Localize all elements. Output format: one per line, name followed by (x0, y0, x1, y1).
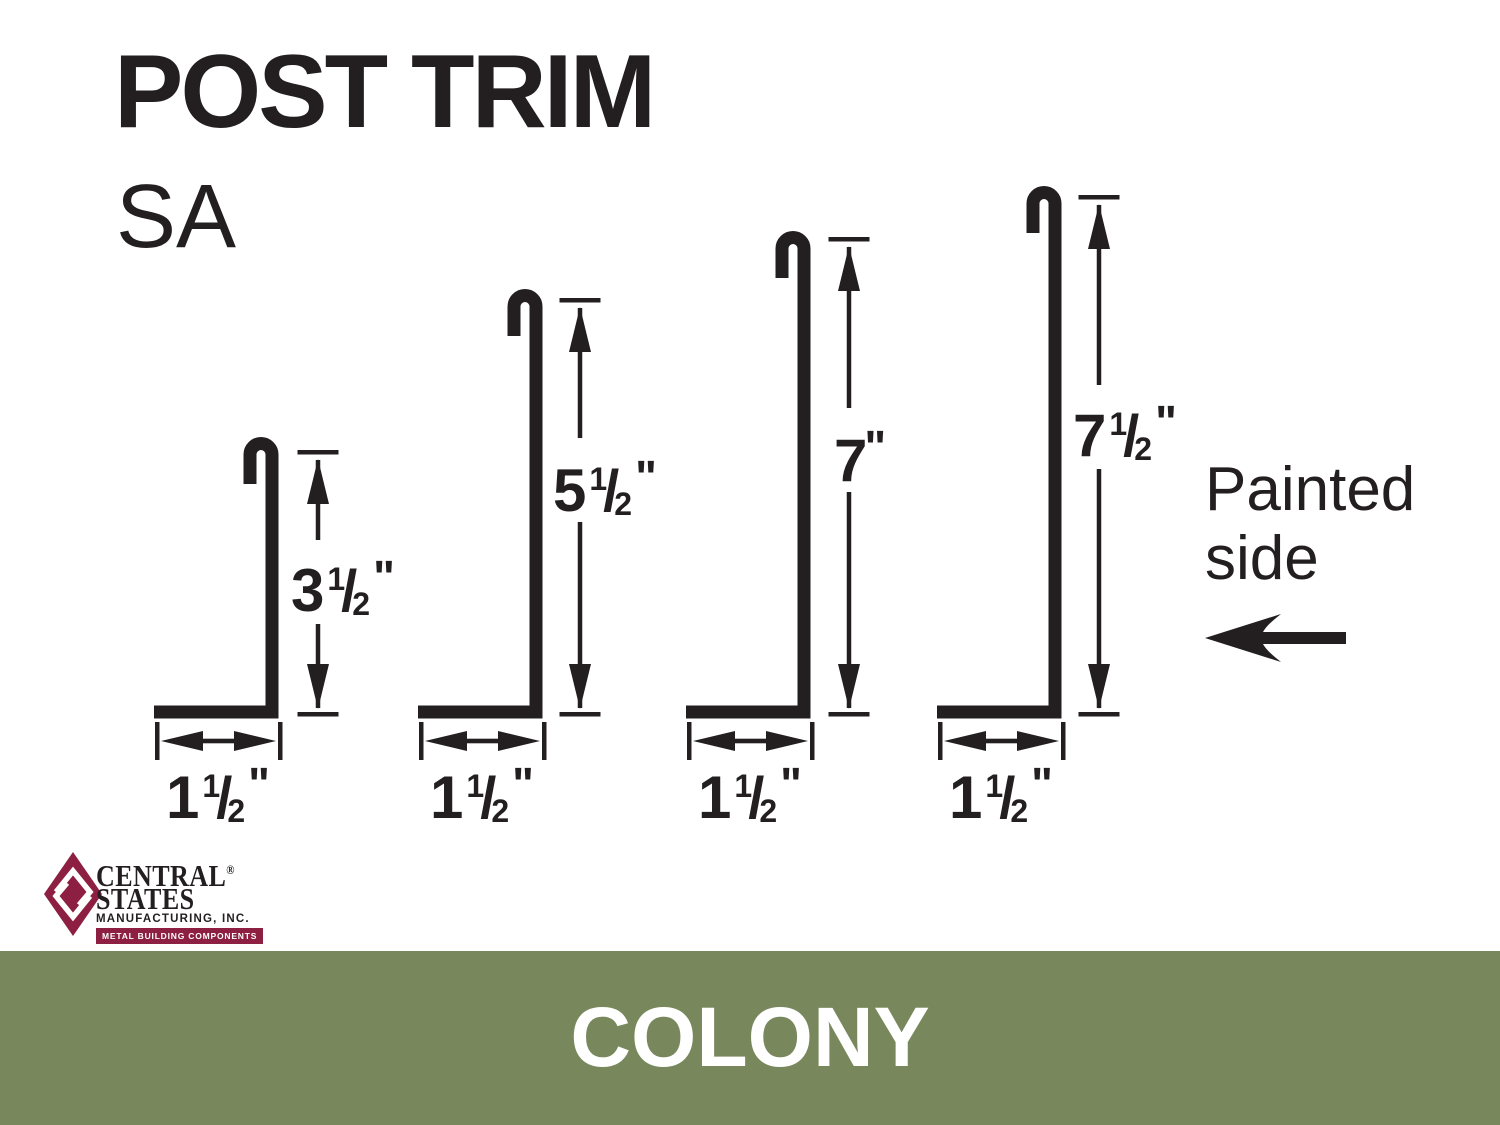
painted-side-line2: side (1205, 524, 1319, 594)
trim-diagram (154, 186, 1120, 760)
height-dimension (828, 237, 870, 717)
page-title: POST TRIM (114, 34, 656, 150)
width-dimension-label: 11/2" (430, 758, 534, 831)
height-dimension (559, 298, 601, 717)
arrow-right-icon (1017, 731, 1059, 751)
width-dimension (938, 722, 1066, 760)
registered-mark: ® (226, 862, 235, 877)
arrow-right-icon (234, 731, 276, 751)
height-dimension (297, 450, 339, 717)
height-dimension (1078, 195, 1120, 717)
post-trim-profile-4 (937, 186, 1120, 760)
width-dimension (419, 722, 547, 760)
logo-company-name-line1: CENTRAL® (96, 858, 235, 893)
logo-tagline-bar: METAL BUILDING COMPONENTS (96, 928, 264, 944)
trim-outline (937, 186, 1062, 719)
colony-banner: COLONY (0, 951, 1500, 1125)
colony-label: COLONY (570, 990, 930, 1084)
arrow-left-icon (693, 731, 735, 751)
model-code: SA (116, 167, 237, 267)
height-dimension-label: 7" (834, 421, 886, 494)
arrow-down-icon (838, 664, 860, 709)
height-dimension-label: 71/2" (1073, 396, 1177, 469)
arrow-right-icon (498, 731, 540, 751)
arrow-left-icon (425, 731, 467, 751)
height-dimension-label: 31/2" (291, 551, 395, 624)
post-trim-profile-2 (418, 289, 601, 760)
width-dimension (155, 722, 283, 760)
post-trim-profile-3 (686, 231, 870, 760)
company-logo: CENTRAL® STATES MANUFACTURING, INC. META… (96, 858, 264, 944)
logo-company-name-line3: MANUFACTURING, INC. (96, 913, 250, 925)
arrow-left-icon (944, 731, 986, 751)
painted-side-note: Painted side (1205, 455, 1415, 594)
arrow-down-icon (569, 664, 591, 709)
painted-side-arrow-icon (1205, 614, 1346, 662)
trim-outline (686, 231, 811, 719)
width-dimension (687, 722, 815, 760)
arrow-down-icon (307, 664, 329, 709)
width-dimension-label: 11/2" (166, 758, 270, 831)
post-trim-profile-1 (154, 437, 339, 760)
logo-company-name-line2: STATES (96, 881, 195, 916)
arrow-left-icon (161, 731, 203, 751)
trim-outline (154, 437, 279, 719)
logo-diamond-icon (44, 852, 102, 936)
arrow-down-icon (1088, 664, 1110, 709)
width-dimension-label: 11/2" (698, 758, 802, 831)
trim-outline (418, 289, 543, 719)
arrow-right-icon (766, 731, 808, 751)
width-dimension-label: 11/2" (949, 758, 1053, 831)
height-dimension-label: 51/2" (553, 451, 657, 524)
painted-side-line1: Painted (1205, 455, 1416, 524)
